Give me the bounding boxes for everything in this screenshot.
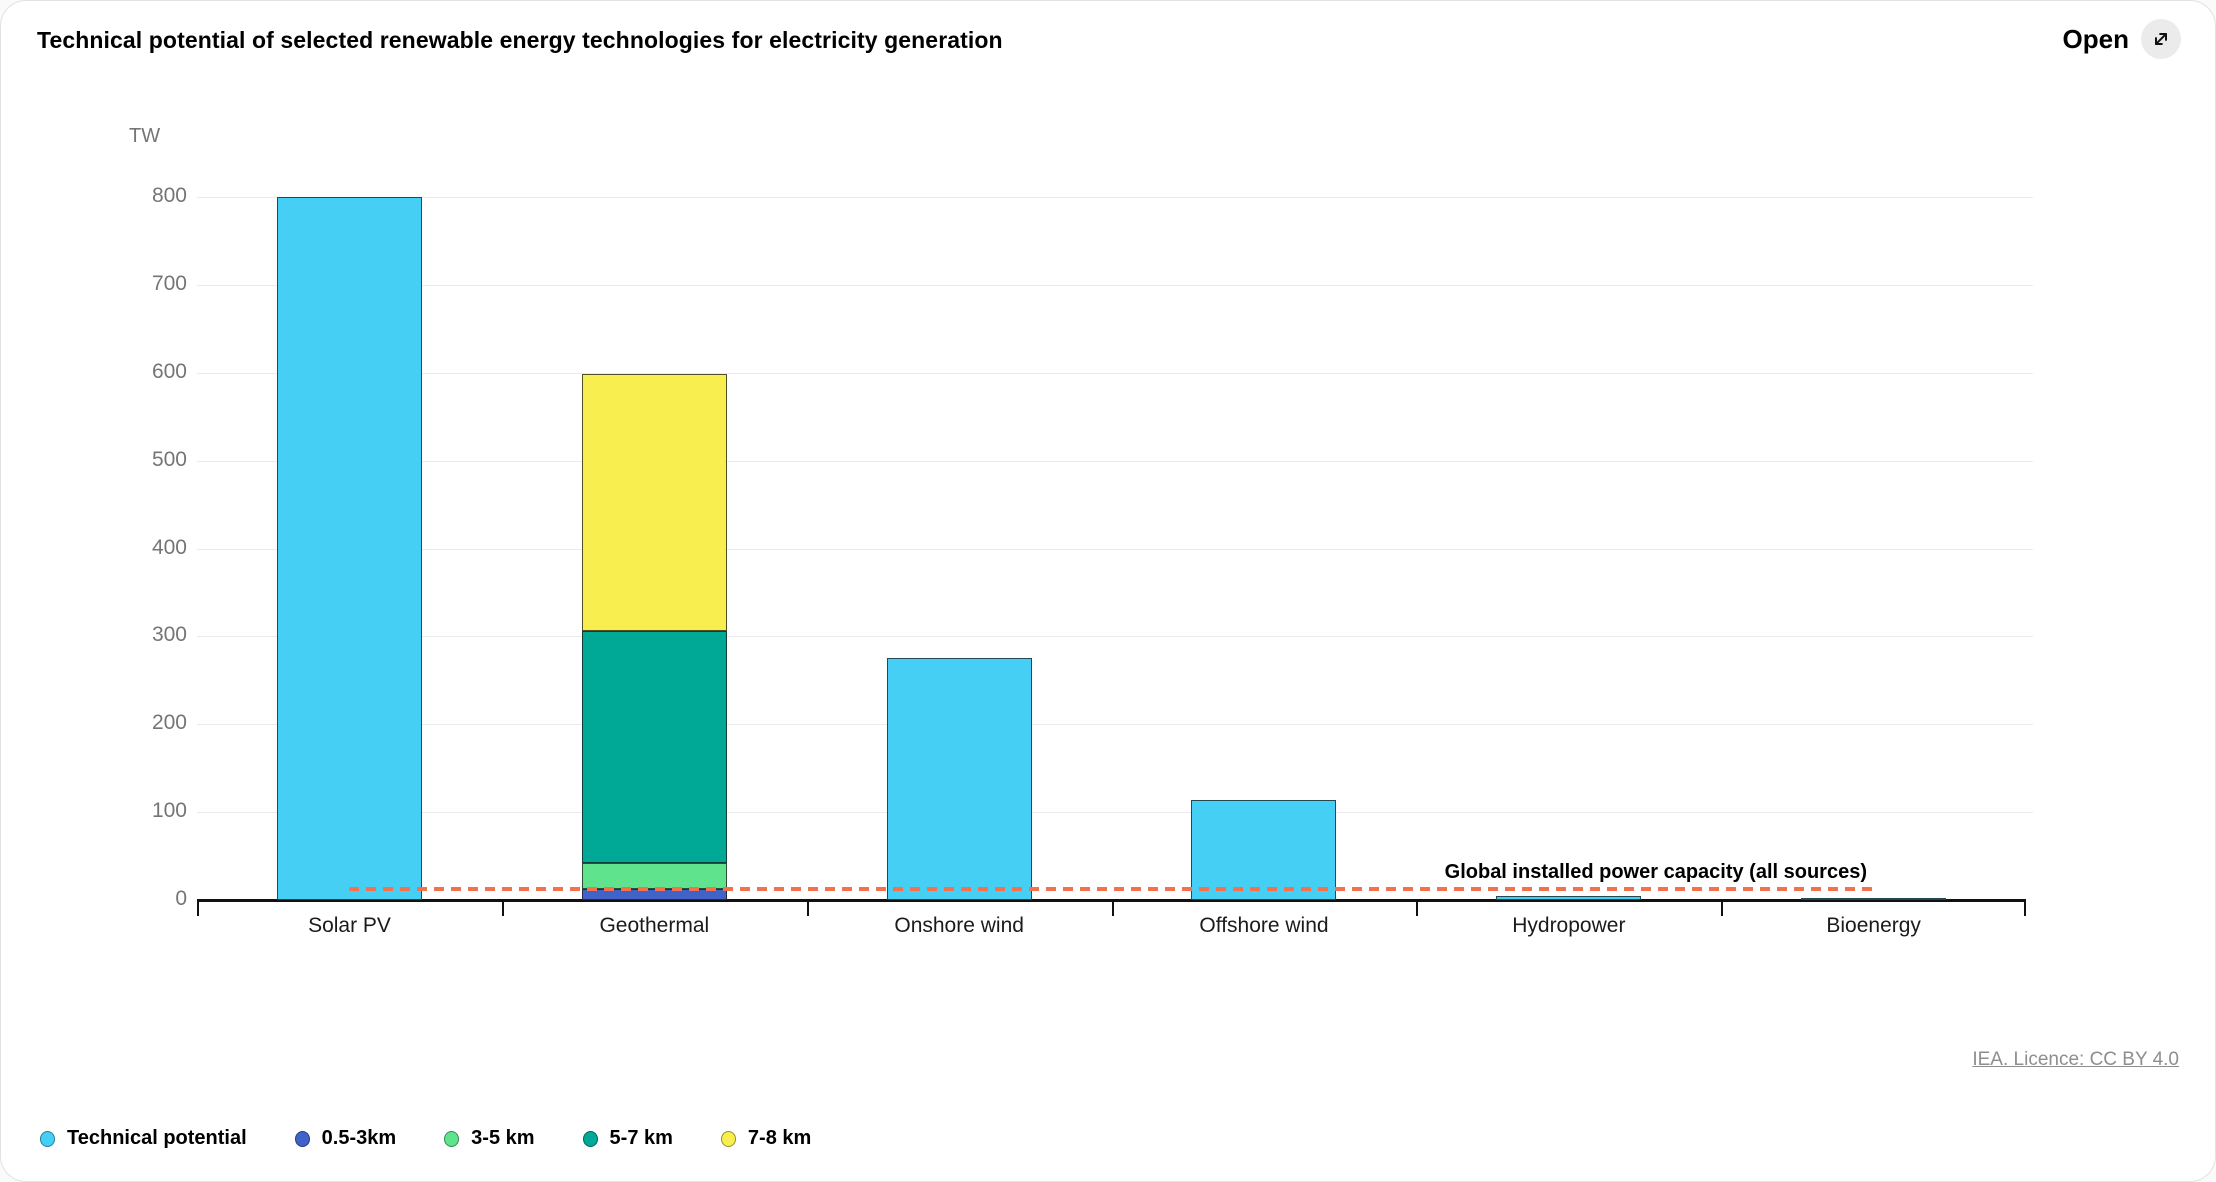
legend-marker-5-7-km	[582, 1130, 598, 1147]
expand-icon[interactable]	[2141, 19, 2181, 59]
chart-legend: Technical potential 0.5-3km 3-5 km 5-7 km 7-…	[40, 1127, 811, 1150]
licence-link[interactable]: IEA. Licence: CC BY 4.0	[1972, 1049, 2179, 1070]
bar-geothermal-3-5-km[interactable]	[582, 863, 727, 889]
legend-marker-3-5-km	[444, 1130, 460, 1147]
gridline-500	[197, 460, 2033, 462]
y-tick-label-700: 700	[151, 271, 187, 295]
gridline-700	[197, 284, 2033, 286]
gridline-100	[197, 812, 2033, 814]
legend-label-3-5-km: 3-5 km	[471, 1127, 535, 1149]
x-axis-tick	[197, 901, 199, 916]
bar-offshore-wind-technical-potential[interactable]	[1191, 800, 1336, 900]
reference-line-global-installed-capacity	[349, 887, 1873, 891]
y-axis-unit-label: TW	[129, 125, 161, 147]
reference-line-label: Global installed power capacity (all sou…	[1444, 861, 1867, 883]
y-tick-label-800: 800	[151, 184, 187, 207]
legend-item-3-5-km[interactable]: 3-5 km	[444, 1127, 535, 1150]
gridline-400	[197, 548, 2033, 550]
open-button-label: Open	[2062, 23, 2129, 54]
x-axis-tick	[502, 901, 504, 916]
legend-marker-0-5-3km	[294, 1130, 310, 1147]
bar-geothermal-5-7-km[interactable]	[582, 631, 727, 863]
legend-item-technical-potential[interactable]: Technical potential	[40, 1127, 247, 1150]
x-category-label-offshore-wind: Offshore wind	[1199, 914, 1329, 937]
y-tick-label-400: 400	[151, 535, 187, 559]
bar-bioenergy-technical-potential[interactable]	[1801, 898, 1946, 900]
x-category-label-geothermal: Geothermal	[599, 914, 710, 937]
gridline-200	[197, 724, 2033, 726]
legend-item-7-8-km[interactable]: 7-8 km	[720, 1127, 812, 1150]
bar-onshore-wind-technical-potential[interactable]	[887, 658, 1032, 900]
x-axis-tick	[2024, 901, 2026, 916]
chart-title: Technical potential of selected renewabl…	[37, 27, 1003, 53]
legend-label-0-5-3km: 0.5-3km	[321, 1127, 397, 1149]
bar-solar-pv-technical-potential[interactable]	[277, 197, 422, 900]
y-tick-label-500: 500	[151, 447, 187, 471]
legend-label-5-7-km: 5-7 km	[609, 1127, 673, 1149]
legend-label-technical-potential: Technical potential	[67, 1127, 247, 1149]
open-button[interactable]: Open	[2063, 19, 2181, 59]
x-axis-tick	[807, 901, 809, 916]
x-category-label-hydropower: Hydropower	[1512, 914, 1626, 937]
gridline-600	[197, 372, 2033, 374]
x-axis-tick	[1416, 901, 1418, 916]
y-tick-label-100: 100	[151, 799, 187, 823]
plot-area: Global installed power capacity (all sou…	[197, 132, 2033, 916]
x-axis-tick	[1112, 901, 1114, 916]
legend-marker-technical-potential	[40, 1130, 55, 1147]
bar-hydropower-technical-potential[interactable]	[1496, 896, 1641, 900]
gridline-300	[197, 636, 2033, 638]
x-category-label-solar-pv: Solar PV	[308, 914, 391, 937]
bar-geothermal-7-8-km[interactable]	[582, 374, 727, 631]
y-tick-label-300: 300	[151, 623, 187, 647]
gridline-800	[197, 197, 2033, 198]
x-axis-tick	[1721, 901, 1723, 916]
legend-label-7-8-km: 7-8 km	[747, 1127, 812, 1149]
legend-item-5-7-km[interactable]: 5-7 km	[582, 1127, 673, 1150]
x-category-label-onshore-wind: Onshore wind	[894, 914, 1024, 937]
y-tick-label-0: 0	[175, 887, 187, 910]
y-tick-label-200: 200	[151, 711, 187, 735]
y-tick-label-600: 600	[151, 359, 187, 383]
x-category-label-bioenergy: Bioenergy	[1826, 914, 1921, 937]
legend-marker-7-8-km	[720, 1130, 736, 1147]
legend-item-0-5-3km[interactable]: 0.5-3km	[294, 1127, 397, 1150]
x-axis-line	[197, 899, 2026, 902]
